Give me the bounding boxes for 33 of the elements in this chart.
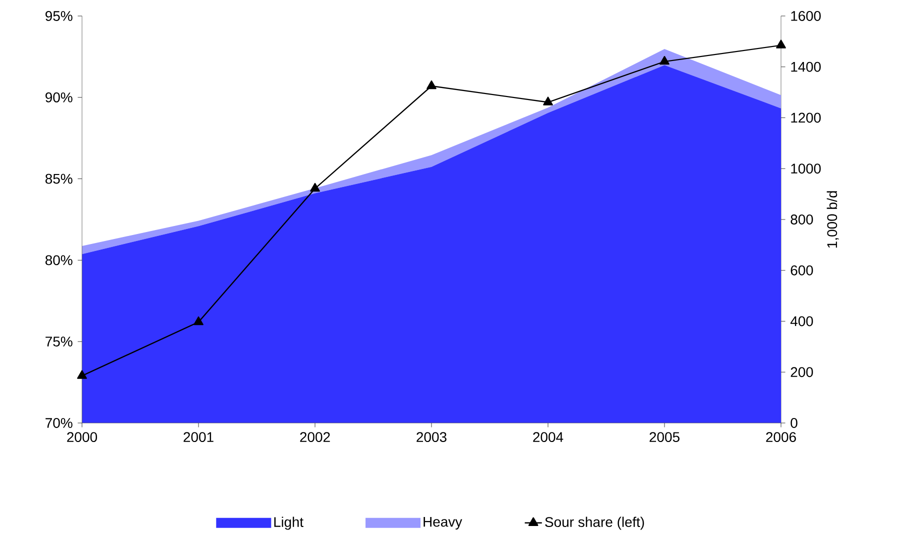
y2-tick-label: 1600 bbox=[791, 11, 821, 21]
legend-label: Sour share (left) bbox=[545, 516, 644, 530]
point bbox=[77, 370, 87, 379]
point bbox=[776, 40, 786, 48]
x-tick-label: 2006 bbox=[766, 432, 796, 442]
legend-label: Light bbox=[274, 516, 304, 530]
y2-tick-label: 800 bbox=[790, 214, 813, 224]
y2-tick-label: 1400 bbox=[791, 62, 821, 72]
y-tick-label: 90% bbox=[46, 92, 72, 102]
y-tick-label: 80% bbox=[45, 255, 72, 266]
x-tick-label: 2001 bbox=[184, 432, 214, 442]
point bbox=[660, 56, 670, 65]
y2-axis-title: 1,000 b/d bbox=[826, 191, 839, 248]
x-tick-label: 2002 bbox=[300, 432, 330, 442]
y-tick-label: 70% bbox=[46, 418, 72, 428]
y2-tick-label: 0 bbox=[790, 418, 798, 428]
y2-tick-label: 200 bbox=[790, 367, 813, 378]
y-tick-label: 75% bbox=[46, 336, 72, 347]
x-tick-label: 2004 bbox=[533, 432, 564, 442]
point bbox=[310, 182, 320, 192]
y2-tick-label: 1000 bbox=[791, 164, 821, 174]
point bbox=[194, 316, 204, 326]
y-tick-label: 95% bbox=[46, 11, 72, 21]
y-tick-label: 85% bbox=[45, 174, 72, 184]
y2-tick-label: 400 bbox=[790, 316, 813, 326]
point bbox=[426, 80, 436, 90]
x-tick-label: 2003 bbox=[416, 432, 446, 442]
y2-tick-label: 600 bbox=[790, 265, 813, 276]
legend-label: Heavy bbox=[424, 516, 462, 530]
x-tick-label: 2005 bbox=[650, 432, 680, 442]
y2-tick-label: 1200 bbox=[791, 112, 821, 123]
x-tick-label: 2000 bbox=[67, 432, 98, 442]
point bbox=[543, 96, 553, 106]
